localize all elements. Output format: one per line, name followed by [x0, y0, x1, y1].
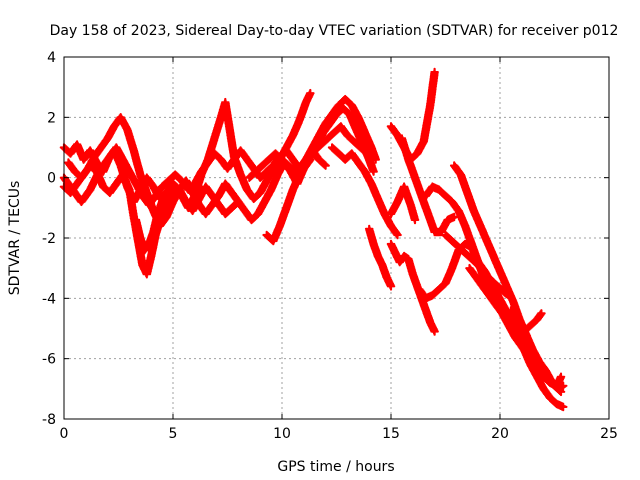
series-markers — [506, 306, 546, 336]
y-tick-label: 2 — [47, 110, 56, 126]
x-tick-label: 0 — [60, 426, 69, 442]
chart-title: Day 158 of 2023, Sidereal Day-to-day VTE… — [50, 23, 619, 39]
y-tick-label: -8 — [42, 412, 56, 428]
data-series — [59, 67, 568, 412]
x-axis-label: GPS time / hours — [277, 459, 394, 475]
series-trace-13 — [386, 182, 420, 225]
x-tick-label: 25 — [600, 426, 618, 442]
y-tick-label: -6 — [42, 352, 56, 368]
series-trace-14 — [397, 134, 459, 237]
series-markers — [386, 182, 420, 225]
series-trace-9 — [327, 143, 402, 240]
series-markers — [327, 143, 402, 240]
series-markers — [397, 134, 459, 237]
series-markers — [386, 239, 439, 336]
y-tick-label: -4 — [42, 291, 56, 307]
x-tick-label: 10 — [273, 426, 291, 442]
y-tick-label: 4 — [47, 50, 56, 66]
series-trace-20 — [506, 306, 546, 336]
y-tick-label: 0 — [47, 171, 56, 187]
series-markers — [245, 122, 376, 182]
series-trace-11 — [386, 239, 439, 336]
x-tick-label: 20 — [491, 426, 509, 442]
series-markers — [465, 263, 566, 397]
x-tick-label: 15 — [382, 426, 400, 442]
x-tick-label: 5 — [169, 426, 178, 442]
series-markers — [364, 224, 396, 291]
y-axis-label: SDTVAR / TECUs — [7, 181, 23, 296]
series-trace-10 — [364, 224, 396, 291]
series-trace-19 — [465, 263, 566, 397]
series-markers — [441, 230, 513, 300]
axis-ticks: 0 5 10 15 20 25 -8 -6 -4 -2 0 2 4 — [42, 50, 618, 442]
y-tick-label: -2 — [42, 231, 56, 247]
series-trace-5 — [131, 182, 176, 255]
series-trace-17 — [441, 230, 513, 300]
series-trace-8 — [245, 122, 376, 182]
series-markers — [131, 182, 176, 255]
